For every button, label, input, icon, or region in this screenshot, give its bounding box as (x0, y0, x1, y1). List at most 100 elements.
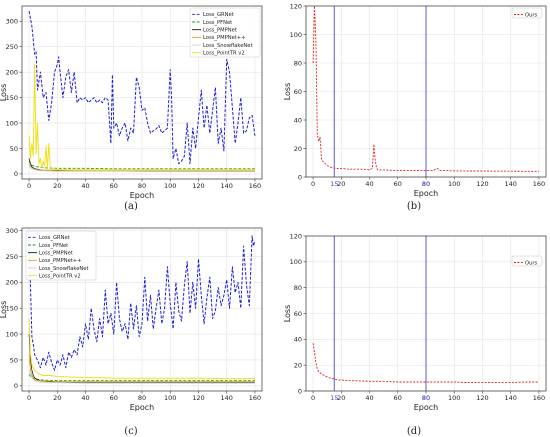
x-tick-label: 40 (81, 182, 89, 190)
y-tick-label: 100 (290, 258, 302, 266)
chart-panel-a: 0 20 40 60 80 100 120 140 160 0 50 100 150 200 250 300 E… (0, 5, 263, 200)
y-tick-label: 250 (6, 253, 18, 261)
x-tick-label: 60 (110, 182, 118, 190)
y-tick-label: 120 (290, 2, 302, 10)
x-tick-label: 40 (365, 180, 373, 188)
series-line-loss-grnet (28, 11, 256, 165)
x-tick-label: 160 (533, 394, 545, 402)
legend-entry-label: Ours (525, 12, 538, 18)
x-tick-label: 80 (138, 394, 146, 402)
x-tick-label: 0 (27, 182, 31, 190)
x-tick-label: 120 (192, 394, 204, 402)
y-tick-label: 200 (6, 68, 18, 76)
x-tick-label: 80 (138, 182, 146, 190)
x-tick-label: 140 (504, 394, 516, 402)
x-tick-label: 40 (365, 394, 373, 402)
y-tick-label: 60 (294, 88, 302, 96)
y-tick-label: 200 (6, 279, 18, 287)
y-axis-label: Loss (0, 84, 8, 102)
legend-entry-label: Ours (525, 260, 538, 266)
y-tick-label: 0 (14, 382, 18, 390)
y-tick-label: 0 (14, 170, 18, 178)
legend: Ours (511, 255, 543, 267)
plot-frame (305, 235, 547, 392)
legend-entry-label: Loss_PMPNet++ (39, 258, 82, 264)
series-line-ours (312, 343, 539, 384)
series-line-loss-pmpnet (28, 334, 255, 383)
y-axis-label: Loss (283, 305, 292, 323)
marker-tick-label: 80 (422, 180, 430, 188)
x-tick-label: 100 (448, 180, 460, 188)
x-tick-label: 120 (476, 394, 488, 402)
legend-box (25, 230, 97, 281)
x-tick-label: 140 (220, 182, 232, 190)
y-tick-label: 50 (10, 356, 18, 364)
legend-entry-label: Loss_SnowflakeNet (203, 43, 253, 49)
x-tick-label: 160 (249, 394, 261, 402)
legend-entry-label: Loss_PMPNet (203, 27, 237, 33)
marker-tick-label: 15 (330, 180, 338, 188)
y-tick-label: 20 (294, 361, 302, 369)
y-tick-label: 120 (290, 232, 302, 240)
y-tick-label: 40 (294, 336, 302, 344)
legend-entry-label: Loss_GRNet (39, 235, 70, 241)
x-tick-label: 80 (422, 394, 430, 402)
x-axis-label: Epoch (130, 191, 155, 200)
series-line-loss-pfnet (28, 374, 255, 382)
x-tick-label: 0 (27, 394, 31, 402)
series-line-loss-pfnet (28, 160, 255, 170)
legend-box (189, 7, 261, 58)
legend-entry-label: Loss_SnowflakeNet (39, 266, 89, 272)
x-tick-label: 100 (164, 182, 176, 190)
y-tick-label: 0 (298, 173, 302, 181)
y-tick-label: 60 (294, 310, 302, 318)
series-line-loss-pointtr-v2 (28, 318, 255, 380)
plot-frame (21, 227, 263, 392)
series-line-loss-snowflakenet (28, 370, 255, 384)
y-tick-label: 150 (6, 94, 18, 102)
x-tick-label: 160 (249, 182, 261, 190)
x-tick-label: 100 (448, 394, 460, 402)
x-tick-label: 140 (220, 394, 232, 402)
series-line-ours (312, 6, 539, 172)
y-tick-label: 20 (294, 145, 302, 153)
legend-entry-label: Loss_PFNet (39, 243, 68, 249)
panel-label-c: (c) (124, 426, 138, 437)
legend-entry-label: Loss_PointTR v2 (39, 273, 81, 279)
x-tick-label: 120 (476, 180, 488, 188)
legend-entry-label: Loss_PMPNet (39, 250, 73, 256)
y-axis-label: Loss (283, 83, 292, 101)
panel-label-a: (a) (124, 201, 138, 212)
marker-tick-label: 80 (422, 394, 430, 402)
x-tick-label: 20 (337, 180, 345, 188)
plot-frame (21, 5, 263, 180)
y-tick-label: 0 (298, 387, 302, 395)
plot-frame (305, 5, 547, 178)
marker-tick-label: 15 (330, 394, 338, 402)
x-tick-label: 100 (164, 394, 176, 402)
y-axis-label: Loss (0, 301, 8, 319)
y-tick-label: 100 (6, 119, 18, 127)
series-line-loss-pmpnet- (28, 354, 255, 383)
x-tick-label: 140 (504, 180, 516, 188)
y-tick-label: 100 (6, 330, 18, 338)
series-line-loss-grnet (28, 235, 256, 371)
chart-panel-c: 0 20 40 60 80 100 120 140 160 0 50 100 150 200 250 300 E… (0, 227, 263, 412)
y-tick-label: 300 (6, 227, 18, 235)
legend-box (511, 255, 543, 267)
y-tick-label: 250 (6, 43, 18, 51)
y-tick-label: 40 (294, 116, 302, 124)
panel-label-b: (b) (407, 201, 421, 212)
y-tick-label: 100 (290, 31, 302, 39)
legend: Ours (511, 7, 543, 18)
x-axis-label: Epoch (414, 189, 439, 198)
x-tick-label: 120 (192, 182, 204, 190)
y-tick-label: 80 (294, 284, 302, 292)
y-tick-label: 50 (10, 145, 18, 153)
y-tick-label: 150 (6, 305, 18, 313)
y-tick-label: 80 (294, 59, 302, 67)
